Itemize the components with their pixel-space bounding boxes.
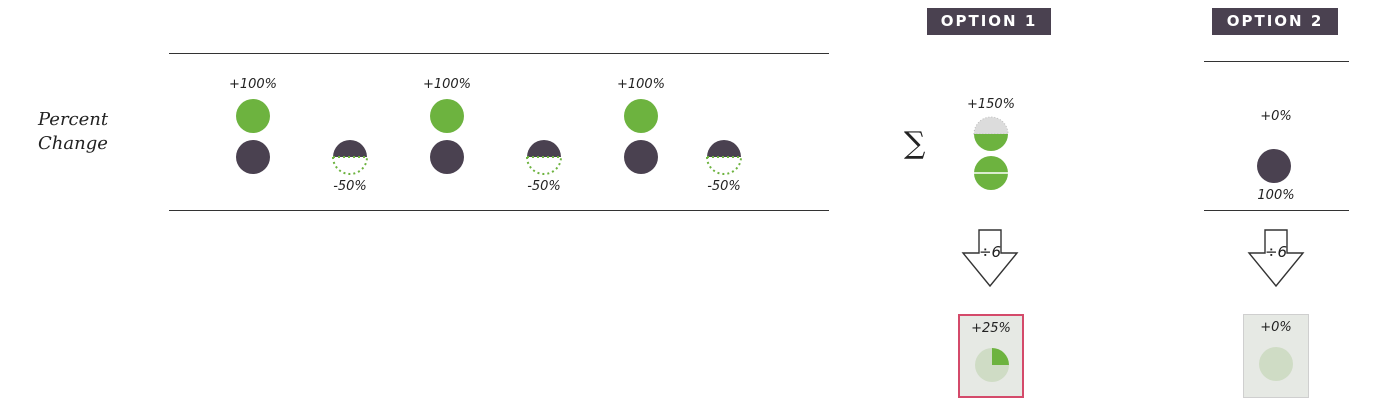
option-2-header: OPTION 2 (1212, 8, 1338, 35)
option-2-divide-label: ÷6 (1264, 243, 1288, 261)
gain-circle (236, 99, 270, 133)
row-label-word-2: Change (38, 133, 108, 154)
option-2-top-rule (1204, 61, 1349, 62)
gain-circle (430, 99, 464, 133)
option-2-result-label: +0% (1260, 320, 1292, 335)
down-label: -50% (527, 179, 561, 194)
lost-half-outline (332, 156, 368, 175)
divide-arrow (961, 229, 1019, 288)
option-1-sum-label: +150% (966, 97, 1016, 112)
up-label: +100% (422, 77, 472, 92)
divide-arrow (1247, 229, 1305, 288)
top-rule (169, 53, 829, 54)
option-2-base-circle (1257, 149, 1291, 183)
base-circle (236, 140, 270, 174)
option-2-sum-label: +0% (1260, 109, 1292, 124)
option-1-result-pie (975, 348, 1009, 382)
base-circle (430, 140, 464, 174)
lost-half-outline (706, 156, 742, 175)
option-2-result-pie (1259, 347, 1293, 381)
pie-slice (992, 348, 1009, 365)
option-1-result-label: +25% (971, 321, 1011, 336)
row-label: Percent Change (38, 108, 108, 156)
option-1-sum-circles (973, 116, 1009, 190)
sum-symbol: ∑ (904, 126, 926, 161)
option-2-bottom-rule (1204, 210, 1349, 211)
half-circle (333, 140, 367, 157)
down-label: -50% (333, 179, 367, 194)
sequence-circles (236, 99, 742, 175)
up-label: +100% (616, 77, 666, 92)
option-1-header: OPTION 1 (927, 8, 1051, 35)
down-label: -50% (707, 179, 741, 194)
option-2-base-label: 100% (1257, 188, 1295, 203)
lost-half-outline (526, 156, 562, 175)
base-circle (624, 140, 658, 174)
option-1-result-box: +25% (958, 314, 1024, 398)
bottom-rule (169, 210, 829, 211)
option-1-divide-label: ÷6 (978, 243, 1002, 261)
row-label-word-1: Percent (38, 109, 109, 130)
half-circle (707, 140, 741, 157)
faded-half (973, 116, 1009, 135)
gain-half (974, 134, 1008, 151)
pie-base (1259, 347, 1293, 381)
option-2-result-box: +0% (1243, 314, 1309, 398)
up-label: +100% (228, 77, 278, 92)
half-circle (527, 140, 561, 157)
gain-circle (624, 99, 658, 133)
